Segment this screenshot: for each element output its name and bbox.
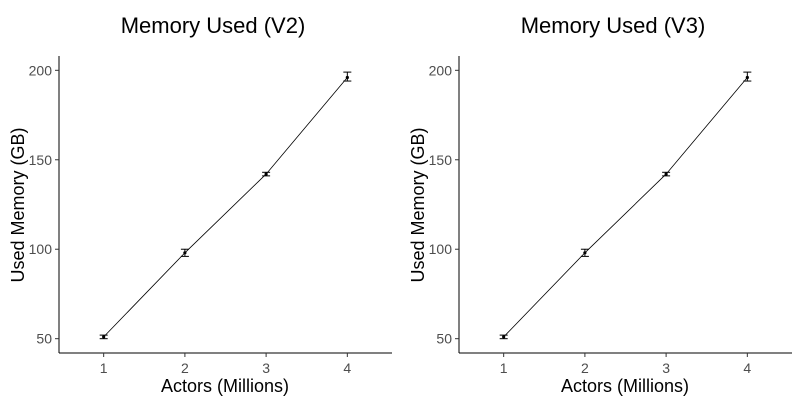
y-tick-label: 100: [429, 241, 453, 257]
x-tick-label: 3: [662, 360, 670, 376]
series-line: [503, 77, 748, 338]
data-point: [264, 172, 268, 176]
y-tick-label: 200: [429, 62, 453, 78]
data-point: [183, 251, 187, 255]
chart-title: Memory Used (V3): [521, 13, 706, 38]
data-point: [664, 172, 668, 176]
y-tick-label: 50: [436, 331, 452, 347]
ticks: 50 100 150 200 1 2 3 4: [429, 62, 752, 376]
x-tick-label: 3: [262, 360, 270, 376]
y-axis-label: Used Memory (GB): [8, 127, 28, 282]
x-tick-label: 4: [743, 360, 751, 376]
x-axis-label: Actors (Millions): [561, 376, 689, 396]
ticks: 50 100 150 200 1 2 3 4: [29, 62, 352, 376]
data-marks: [499, 71, 752, 340]
x-tick-label: 1: [500, 360, 508, 376]
data-point: [583, 251, 587, 255]
y-tick-label: 200: [29, 62, 53, 78]
panel-v2: Memory Used (V2) Actors (Millions) Used …: [8, 13, 392, 396]
x-tick-label: 4: [343, 360, 351, 376]
data-marks: [99, 71, 352, 340]
y-tick-label: 150: [429, 152, 453, 168]
data-point: [345, 75, 349, 80]
x-tick-label: 2: [181, 360, 189, 376]
x-tick-label: 1: [100, 360, 108, 376]
x-tick-label: 2: [581, 360, 589, 376]
series-line: [103, 77, 348, 338]
y-tick-label: 100: [29, 241, 53, 257]
y-tick-label: 150: [29, 152, 53, 168]
data-point: [102, 335, 106, 339]
x-axis-label: Actors (Millions): [161, 376, 289, 396]
chart-title: Memory Used (V2): [121, 13, 306, 38]
y-tick-label: 50: [36, 331, 52, 347]
data-point: [745, 75, 749, 80]
data-point: [502, 335, 506, 339]
y-axis-label: Used Memory (GB): [408, 127, 428, 282]
panel-v3: Memory Used (V3) Actors (Millions) Used …: [408, 13, 792, 396]
